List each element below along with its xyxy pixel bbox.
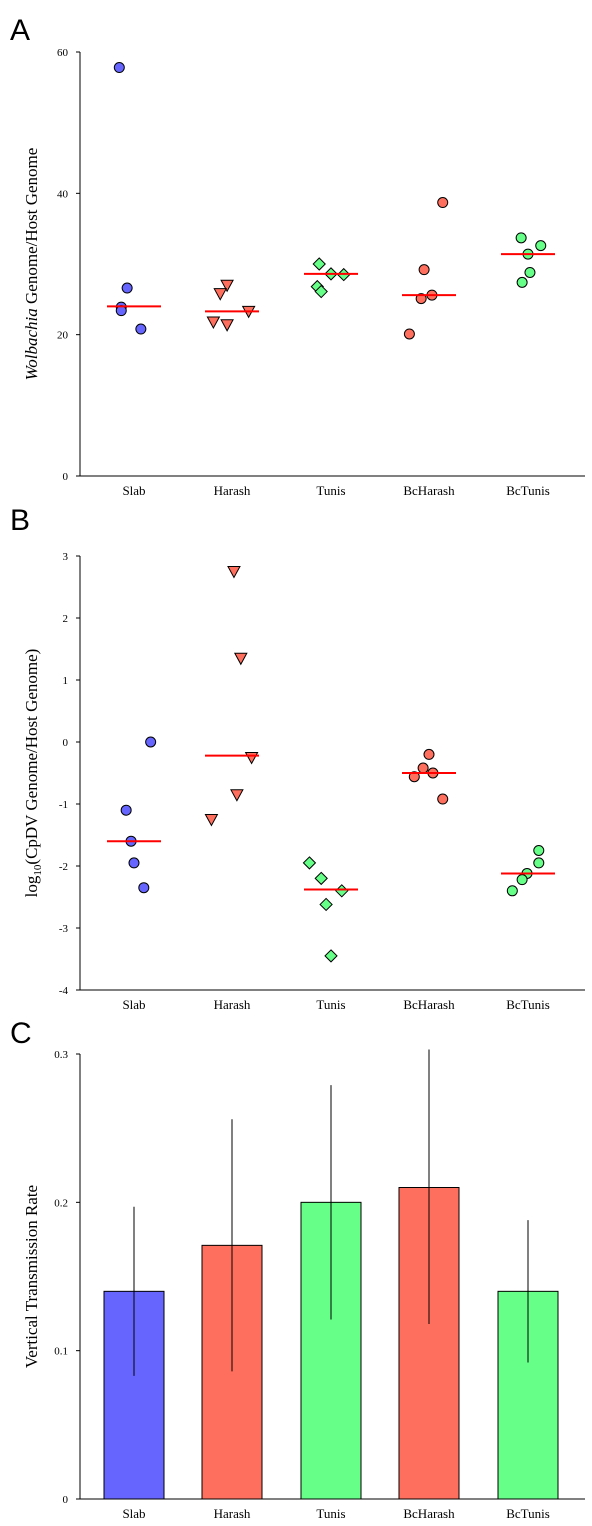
y-axis-label-log: log (22, 875, 41, 897)
data-point (121, 805, 131, 815)
y-tick-label: 40 (57, 188, 69, 200)
data-point (228, 567, 240, 578)
y-tick-label: -1 (59, 799, 68, 811)
y-tick-label: 60 (57, 47, 69, 59)
data-point (418, 763, 428, 773)
y-tick-label: 0.2 (54, 1197, 68, 1209)
data-point (313, 258, 325, 270)
x-tick-label: Harash (214, 1506, 251, 1521)
x-tick-label: Slab (122, 1506, 145, 1521)
x-tick-label: Slab (122, 483, 145, 498)
x-tick-label: Tunis (316, 997, 345, 1012)
data-point (534, 858, 544, 868)
series-bcharash (402, 198, 456, 339)
data-point (516, 233, 526, 243)
series-bctunis (501, 846, 555, 896)
y-tick-label: 1 (63, 675, 69, 687)
series-bcharash (402, 749, 456, 804)
data-point (207, 317, 219, 328)
y-axis-label: log10(CpDV Genome/Host Genome) (22, 649, 44, 898)
x-tick-label: BcHarash (403, 997, 455, 1012)
data-point (525, 267, 535, 277)
x-tick-label: Tunis (316, 1506, 345, 1521)
y-tick-label: 0 (63, 1494, 69, 1506)
x-tick-label: BcTunis (506, 483, 550, 498)
panel-b: B -4 -3 -2 -1 0 1 2 3 Slab Harash Tunis BcHarash BcT… (10, 504, 585, 1012)
y-tick-label: 0.1 (54, 1346, 68, 1358)
data-point (246, 753, 258, 764)
y-axis-label-rest: Genome/Host Genome (22, 148, 41, 309)
data-point (114, 63, 124, 73)
data-point (517, 875, 527, 885)
x-tick-label: Harash (214, 997, 251, 1012)
data-point (231, 790, 243, 801)
x-tick-label: BcHarash (403, 483, 455, 498)
data-point (146, 737, 156, 747)
y-tick-label: 2 (63, 613, 69, 625)
data-point (534, 846, 544, 856)
series-harash (205, 567, 259, 826)
x-tick-label: BcTunis (506, 1506, 550, 1521)
series-harash (205, 280, 259, 331)
y-axis-label-italic: Wolbachia (22, 308, 41, 380)
data-point (404, 329, 414, 339)
panel-c: C 0 0.1 0.2 0.3 Slab Harash Tunis BcHarash BcTun… (10, 1017, 585, 1521)
data-point (336, 885, 348, 897)
panel-letter-c: C (10, 1017, 32, 1050)
x-tick-label: Tunis (316, 483, 345, 498)
y-tick-label: -4 (59, 985, 69, 997)
series-bctunis (501, 233, 555, 288)
bar-group-bcharash (399, 1050, 459, 1499)
y-axis-label-subscript: 10 (32, 864, 44, 876)
data-point (235, 653, 247, 664)
data-point (315, 872, 327, 884)
bar-group-slab (104, 1207, 164, 1499)
series-slab (107, 737, 161, 893)
data-point (507, 886, 517, 896)
data-point (139, 883, 149, 893)
data-point (214, 289, 226, 300)
y-tick-label: -3 (59, 923, 69, 935)
y-axis-label: Wolbachia Genome/Host Genome (22, 148, 41, 381)
x-tick-label: BcHarash (403, 1506, 455, 1521)
data-point (205, 815, 217, 826)
y-axis-label: Vertical Transmission Rate (22, 1185, 41, 1368)
series-tunis (303, 857, 358, 962)
bar-group-harash (202, 1119, 262, 1499)
bar-group-bctunis (498, 1220, 558, 1499)
data-point (136, 324, 146, 334)
data-point (122, 283, 132, 293)
series-tunis (304, 258, 358, 298)
data-point (320, 898, 332, 910)
y-tick-label: 3 (63, 551, 69, 563)
panel-letter-a: A (10, 14, 30, 47)
data-point (325, 950, 337, 962)
panel-a: A 0 20 40 60 Slab Harash Tunis BcHarash BcTunis W… (10, 14, 585, 498)
data-point (129, 858, 139, 868)
x-tick-label: Harash (214, 483, 251, 498)
y-tick-label: -2 (59, 861, 68, 873)
data-point (438, 198, 448, 208)
series-slab (107, 63, 161, 334)
data-point (517, 277, 527, 287)
data-point (303, 857, 315, 869)
data-point (438, 794, 448, 804)
bar-group-tunis (301, 1085, 361, 1499)
y-tick-label: 0 (63, 737, 69, 749)
data-point (424, 749, 434, 759)
data-point (419, 265, 429, 275)
data-point (221, 320, 233, 331)
y-tick-label: 0 (63, 471, 69, 483)
x-tick-label: Slab (122, 997, 145, 1012)
data-point (536, 241, 546, 251)
y-tick-label: 20 (57, 330, 69, 342)
y-axis-label-rest: (CpDV Genome/Host Genome) (22, 649, 41, 865)
y-tick-label: 0.3 (54, 1049, 68, 1061)
x-tick-label: BcTunis (506, 997, 550, 1012)
panel-letter-b: B (10, 504, 30, 537)
